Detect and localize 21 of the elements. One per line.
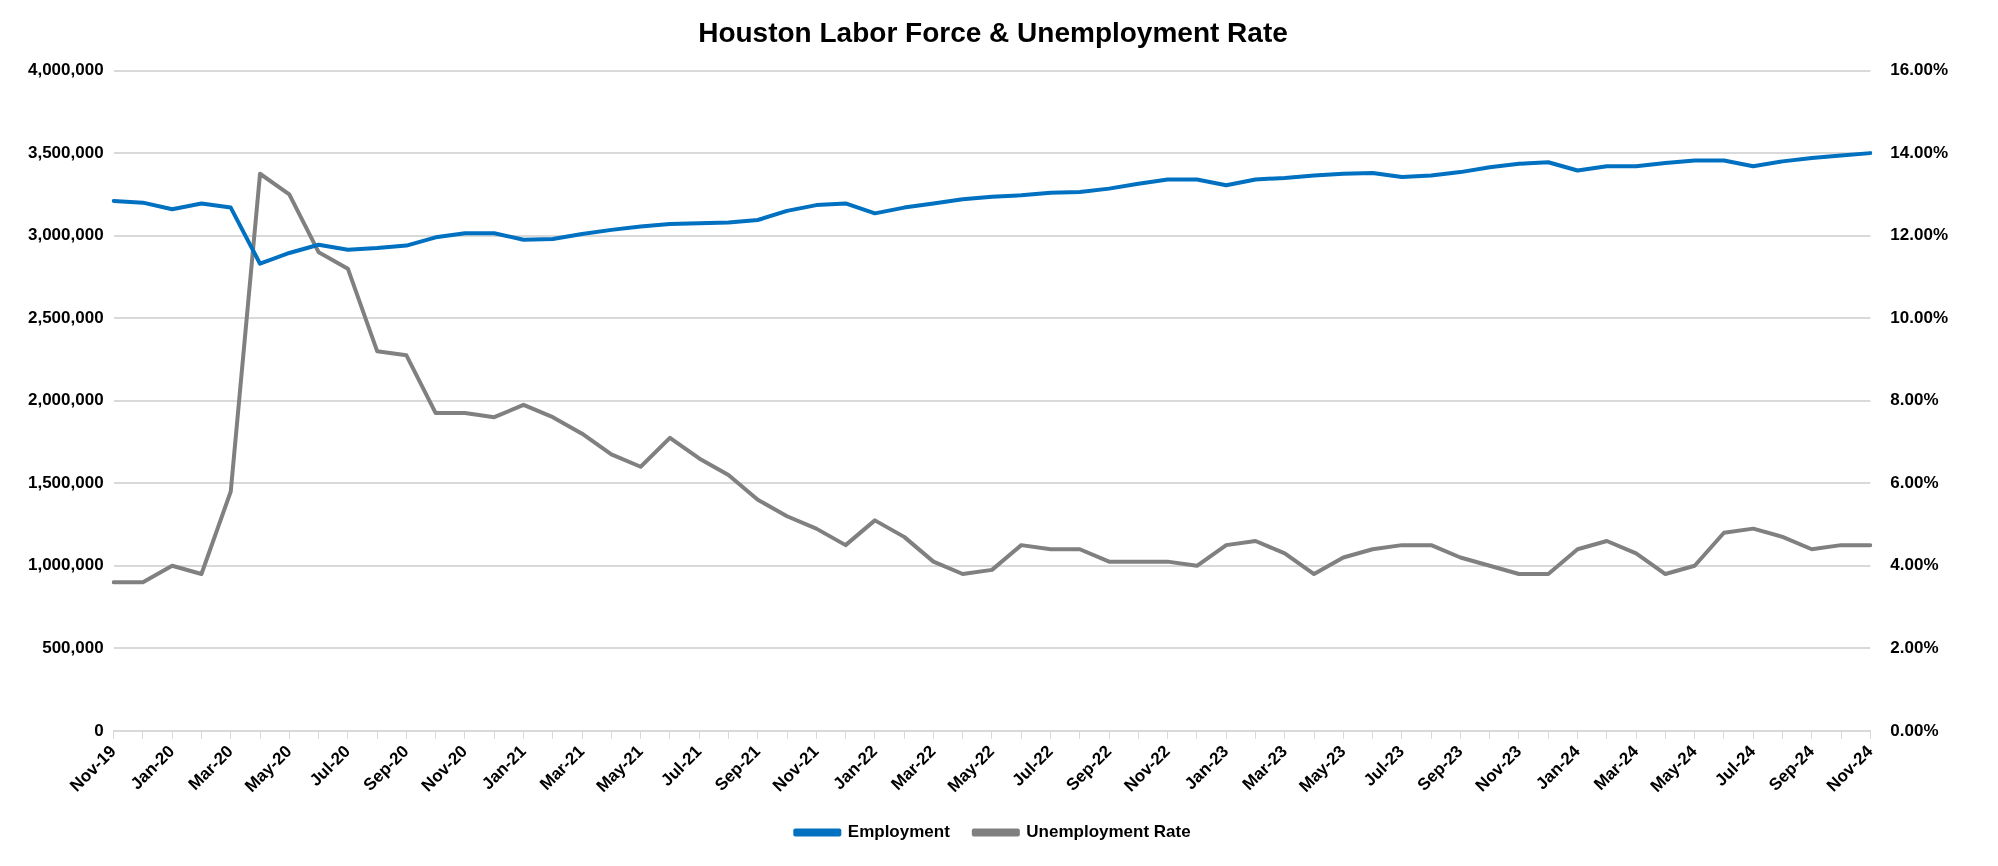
legend-label: Unemployment Rate (1026, 822, 1191, 842)
legend-label: Employment (847, 822, 951, 842)
y2-tick-label: 4.00% (1890, 555, 1939, 575)
y-tick-label: 500,000 (42, 637, 104, 657)
y2-tick-label: 2.00% (1890, 637, 1939, 657)
chart-title: Houston Labor Force & Unemployment Rate (698, 16, 1288, 48)
y2-tick-label: 6.00% (1890, 472, 1939, 492)
y-tick-label: 2,000,000 (27, 390, 104, 410)
y2-tick-label: 0.00% (1890, 720, 1939, 740)
y-tick-label: 2,500,000 (27, 307, 104, 327)
y-tick-label: 1,500,000 (27, 472, 104, 492)
y-tick-label: 3,000,000 (27, 225, 104, 245)
y2-tick-label: 16.00% (1890, 60, 1949, 80)
y-tick-label: 1,000,000 (27, 555, 104, 575)
y2-tick-label: 12.00% (1890, 225, 1949, 245)
y2-tick-label: 8.00% (1890, 390, 1939, 410)
y-tick-label: 0 (94, 720, 104, 740)
y2-tick-label: 14.00% (1890, 142, 1949, 162)
y2-tick-label: 10.00% (1890, 307, 1949, 327)
y-tick-label: 4,000,000 (27, 60, 104, 80)
y-tick-label: 3,500,000 (27, 142, 104, 162)
